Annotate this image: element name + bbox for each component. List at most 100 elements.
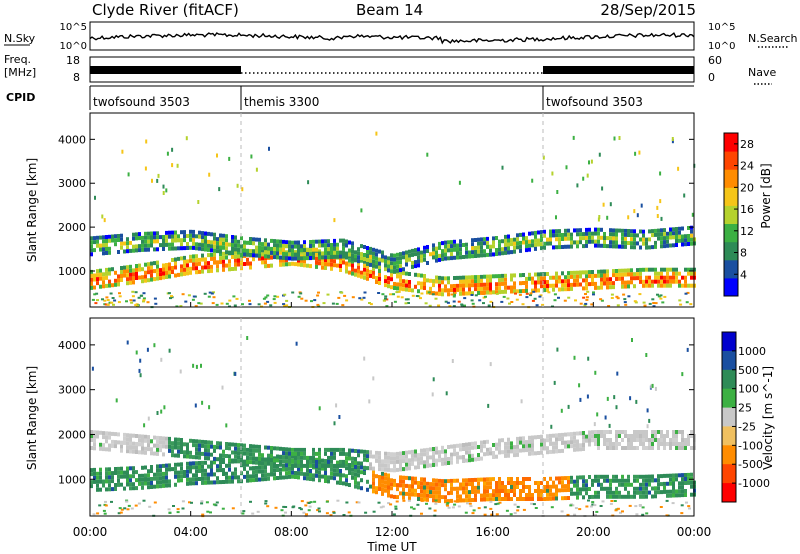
power-cell [150, 239, 153, 244]
velocity-cell [438, 490, 441, 495]
power-cell [300, 244, 303, 249]
power-cell [450, 288, 453, 293]
power-cell [317, 291, 320, 294]
power-cell [537, 276, 540, 281]
velocity-cell [408, 492, 411, 497]
velocity-cell [210, 472, 213, 477]
velocity-cell [660, 482, 663, 487]
velocity-cell [348, 467, 351, 471]
date-label: 28/Sep/2015 [600, 1, 696, 19]
power-cell [684, 292, 688, 295]
power-cell [378, 257, 381, 262]
velocity-cell [384, 472, 387, 477]
nave-label: Nave [748, 66, 776, 79]
velocity-cell [552, 445, 555, 450]
power-cell [144, 247, 147, 252]
velocity-cell [339, 469, 342, 473]
power-cell [465, 246, 468, 251]
power-colorbar-tick-label: 28 [740, 138, 754, 151]
velocity-cell [646, 424, 649, 429]
power-cell [474, 254, 477, 258]
power-cell [294, 250, 297, 255]
power-cell [318, 261, 321, 266]
power-cell [582, 296, 586, 299]
power-cell [219, 245, 222, 250]
velocity-cell [468, 450, 471, 455]
power-cell [249, 261, 252, 266]
power-cell [129, 276, 132, 281]
power-cell [162, 271, 165, 276]
velocity-cell [153, 451, 156, 456]
velocity-cell [578, 508, 582, 511]
velocity-cell [507, 445, 510, 450]
power-cell [438, 245, 441, 250]
x-tick-label: 00:00 [73, 525, 108, 539]
velocity-cell [150, 447, 153, 452]
power-cell [197, 302, 201, 305]
power-cell [525, 240, 528, 245]
velocity-cell [504, 453, 507, 458]
nave-tick-top: 60 [708, 54, 722, 67]
velocity-cell [576, 479, 579, 484]
velocity-cell [228, 458, 231, 463]
velocity-cell [273, 476, 276, 481]
velocity-colorbar-tick-label: 1000 [738, 345, 766, 358]
velocity-cell [282, 467, 285, 472]
velocity-cell [201, 513, 205, 516]
velocity-cell [138, 450, 141, 455]
power-cell [588, 270, 591, 275]
velocity-cell [357, 465, 360, 470]
power-cell [648, 267, 651, 272]
velocity-cell [339, 477, 342, 481]
power-cell [633, 245, 636, 250]
power-cell [642, 241, 645, 246]
velocity-cell [586, 394, 589, 399]
power-cell [234, 254, 237, 259]
power-cell [351, 257, 354, 262]
power-cell [125, 300, 128, 303]
velocity-cell [459, 498, 462, 503]
velocity-cell [192, 443, 195, 448]
power-cell [331, 302, 335, 305]
velocity-cell [159, 484, 162, 489]
power-cell [516, 245, 519, 250]
velocity-cell [438, 482, 441, 487]
power-cell [330, 262, 333, 267]
power-cell [144, 278, 147, 283]
velocity-cell [96, 512, 100, 515]
velocity-cell [110, 500, 113, 503]
velocity-cell [172, 505, 175, 507]
velocity-cell [327, 447, 330, 452]
power-cell [231, 247, 234, 251]
power-cell [525, 280, 528, 285]
velocity-cell [522, 477, 525, 481]
velocity-cell [540, 438, 543, 443]
velocity-cell [201, 460, 204, 465]
velocity-cell [111, 479, 114, 484]
power-cell [363, 259, 366, 264]
velocity-cell [606, 474, 609, 479]
power-cell [426, 152, 429, 157]
power-cell [510, 277, 513, 282]
power-cell [630, 229, 633, 234]
power-cell [564, 287, 567, 292]
velocity-cell [348, 471, 351, 475]
velocity-cell [510, 441, 513, 446]
velocity-cell [513, 493, 516, 497]
velocity-cell [357, 461, 360, 466]
power-cell [663, 228, 666, 233]
velocity-cell [195, 465, 198, 470]
power-cell [276, 255, 279, 260]
power-cell [192, 241, 195, 246]
velocity-cell [642, 474, 645, 479]
power-cell [573, 278, 576, 283]
velocity-cell [468, 498, 471, 503]
velocity-cell [360, 461, 363, 466]
velocity-cell [255, 448, 258, 453]
power-cell [435, 250, 438, 255]
power-cell [252, 241, 255, 246]
power-cell [459, 255, 462, 260]
velocity-cell [663, 489, 666, 494]
power-cell [660, 271, 663, 276]
power-cell [606, 277, 609, 282]
